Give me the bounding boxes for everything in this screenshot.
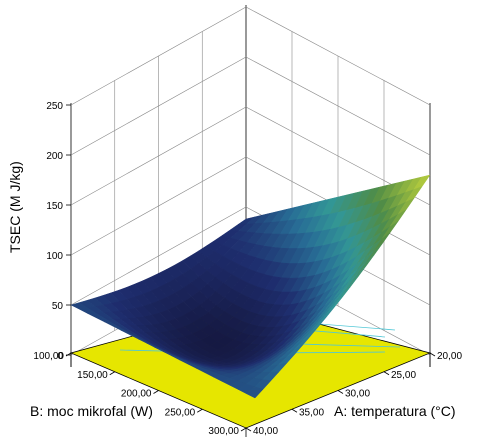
y-tick-label: 300,00	[208, 426, 239, 437]
x-tick-label: 30,00	[345, 389, 370, 400]
y-tick-label: 100,00	[33, 351, 64, 362]
y-tick-mark	[153, 390, 159, 394]
y-tick-mark	[109, 371, 115, 376]
z-ticks: 0 50 100 150 200 250	[46, 101, 71, 362]
z-axis-label: TSEC (M J/kg)	[7, 161, 23, 253]
y-tick-label: 250,00	[165, 407, 196, 418]
y-tick-label: 200,00	[121, 389, 152, 400]
z-tick-label: 50	[52, 301, 64, 312]
y-axis-label: B: moc mikrofal (W)	[30, 403, 153, 419]
x-tick-label: 35,00	[299, 407, 324, 418]
x-ticks: 20,00 25,00 30,00 35,00 40,00	[245, 351, 462, 437]
surface-patch	[246, 386, 264, 399]
response-surface	[70, 174, 431, 399]
z-tick-label: 250	[46, 101, 63, 112]
chart-frame	[70, 5, 431, 367]
x-tick-label: 20,00	[437, 351, 462, 362]
y-tick-mark	[197, 408, 203, 413]
y-tick-label: 150,00	[77, 370, 108, 381]
x-tick-mark	[383, 371, 390, 376]
z-tick-label: 100	[46, 251, 63, 262]
y-ticks: 100,00 150,00 200,00 250,00 300,00	[33, 351, 247, 437]
x-tick-mark	[337, 390, 344, 394]
z-tick-label: 150	[46, 201, 63, 212]
x-tick-label: 25,00	[391, 370, 416, 381]
x-tick-mark	[291, 408, 298, 413]
z-tick-label: 0	[57, 351, 63, 362]
x-tick-mark	[429, 352, 436, 357]
y-tick-mark	[65, 352, 72, 357]
x-tick-mark	[245, 427, 252, 432]
z-tick-label: 200	[46, 151, 63, 162]
x-axis-label: A: temperatura (°C)	[334, 403, 456, 419]
y-tick-mark	[240, 427, 247, 432]
x-tick-label: 40,00	[253, 426, 278, 437]
